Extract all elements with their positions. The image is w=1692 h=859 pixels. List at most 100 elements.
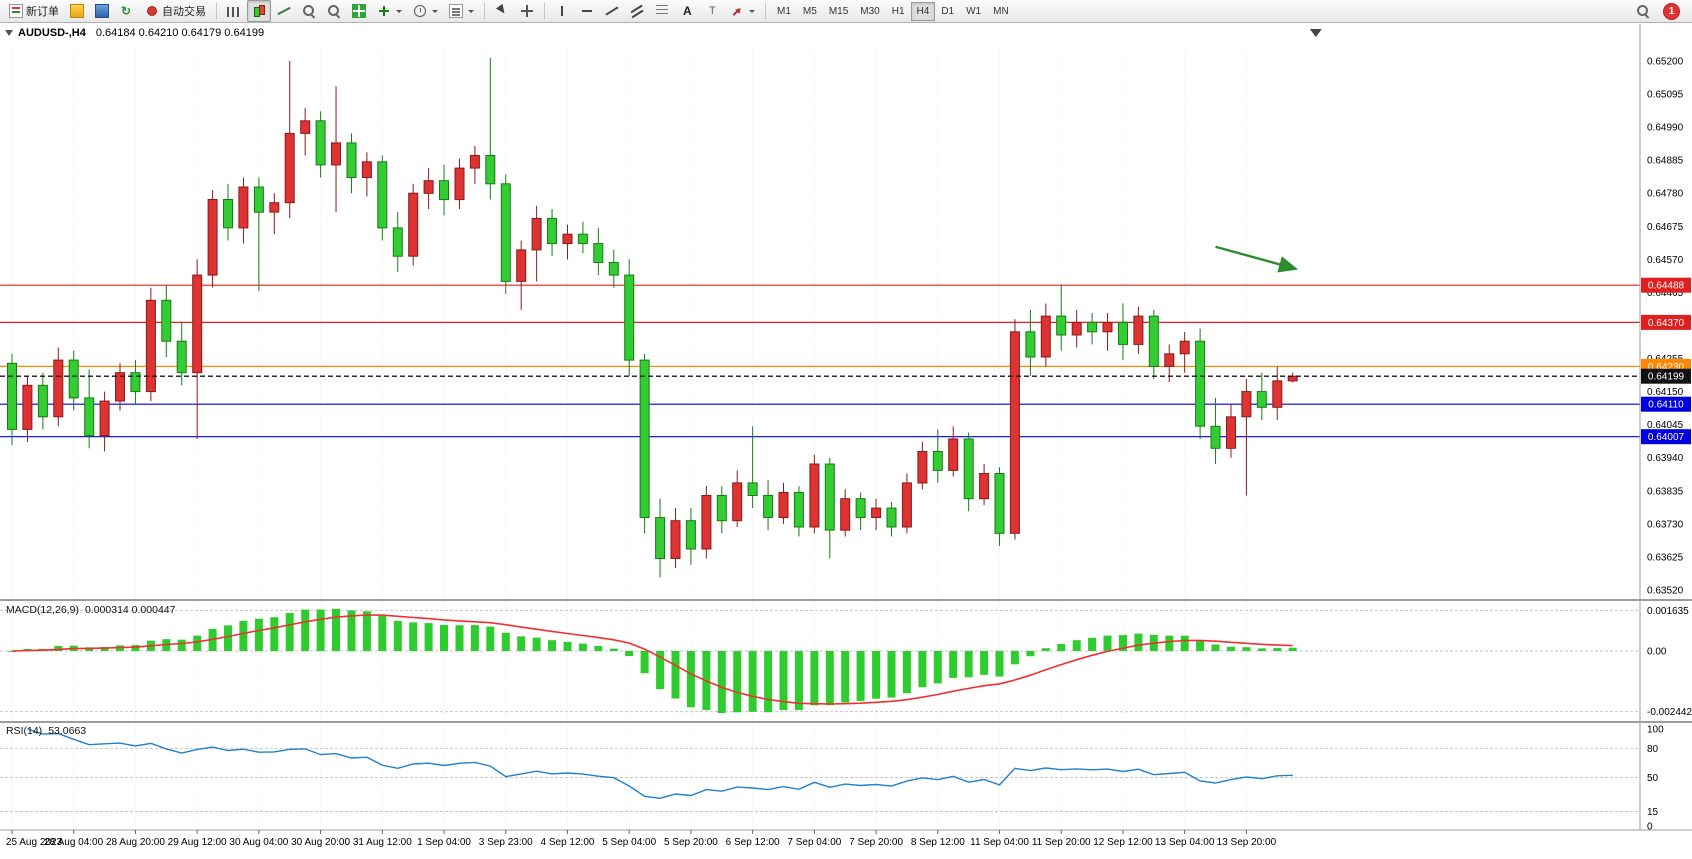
add-indicator-icon	[377, 4, 391, 18]
market-depth-icon	[70, 4, 84, 18]
chart-canvas[interactable]: 0.65200 0.65095 0.64990 0.64885 0.64780 0.646…	[0, 24, 1692, 854]
chart-bars-button[interactable]	[222, 0, 246, 22]
indicators-button[interactable]	[372, 0, 407, 22]
collapse-triangle-icon[interactable]	[5, 30, 13, 36]
svg-text:15: 15	[1647, 807, 1659, 818]
svg-text:0.65200: 0.65200	[1647, 57, 1684, 68]
ohlc-values: 0.64184 0.64210 0.64179 0.64199	[95, 27, 265, 39]
trend-arrow	[1215, 245, 1299, 273]
new-order-label: 新订单	[26, 6, 59, 18]
svg-text:13 Sep 20:00: 13 Sep 20:00	[1217, 837, 1277, 848]
channel-tool-button[interactable]	[625, 0, 649, 22]
timeframe-H4[interactable]: H4	[910, 1, 936, 21]
crosshair-button[interactable]	[515, 0, 539, 22]
fibonacci-tool-button[interactable]	[650, 0, 674, 22]
timeframe-D1[interactable]: D1	[941, 5, 955, 17]
text-tool-button[interactable]	[675, 0, 699, 22]
market-depth-button[interactable]	[65, 0, 89, 22]
dropdown-caret-icon	[468, 9, 474, 13]
new-order-icon	[9, 4, 23, 18]
toolbar-separator	[544, 3, 545, 19]
dropdown-caret-icon	[749, 9, 755, 13]
svg-text:0.64570: 0.64570	[1647, 255, 1684, 266]
arrows-tool-button[interactable]	[725, 0, 760, 22]
vertical-line-tool-button[interactable]	[550, 0, 574, 22]
data-window-icon	[95, 4, 109, 18]
zoom-in-icon	[302, 4, 316, 18]
dropdown-caret-icon	[396, 9, 402, 13]
svg-text:28 Aug 04:00: 28 Aug 04:00	[44, 837, 103, 848]
refresh-button[interactable]	[115, 0, 139, 22]
timeframe-MN[interactable]: MN	[993, 5, 1009, 17]
clock-icon	[413, 4, 427, 18]
price-chart-svg: 0.65200 0.65095 0.64990 0.64885 0.64780 0.646…	[0, 24, 1692, 854]
svg-text:30 Aug 20:00: 30 Aug 20:00	[291, 837, 350, 848]
svg-text:6 Sep 12:00: 6 Sep 12:00	[726, 837, 780, 848]
toolbar-separator	[216, 3, 217, 19]
zoom-in-button[interactable]	[297, 0, 321, 22]
crosshair-icon	[520, 4, 534, 18]
svg-text:0.65095: 0.65095	[1647, 90, 1684, 101]
new-order-button[interactable]: 新订单	[4, 0, 64, 22]
svg-text:0.64045: 0.64045	[1647, 420, 1684, 431]
svg-text:0.63940: 0.63940	[1647, 453, 1684, 464]
timeframe-M30[interactable]: M30	[860, 5, 880, 17]
data-window-button[interactable]	[90, 0, 114, 22]
macd-name: MACD(12,26,9)	[6, 604, 79, 616]
svg-text:0.64110: 0.64110	[1648, 400, 1684, 411]
label-tool-button[interactable]	[700, 0, 724, 22]
notifications-badge[interactable]: 1	[1663, 2, 1680, 20]
svg-text:3 Sep 23:00: 3 Sep 23:00	[479, 837, 533, 848]
svg-text:0.64370: 0.64370	[1648, 318, 1685, 329]
template-icon	[449, 4, 463, 18]
svg-text:0.63835: 0.63835	[1647, 486, 1684, 497]
svg-text:0.64007: 0.64007	[1648, 432, 1685, 443]
horizontal-line-tool-button[interactable]	[575, 0, 599, 22]
cursor-button[interactable]	[490, 0, 514, 22]
svg-text:1 Sep 04:00: 1 Sep 04:00	[417, 837, 471, 848]
svg-text:12 Sep 12:00: 12 Sep 12:00	[1093, 837, 1153, 848]
arrow-tool-icon	[730, 4, 744, 18]
trendline-tool-button[interactable]	[600, 0, 624, 22]
svg-text:0.64990: 0.64990	[1647, 123, 1684, 134]
tile-windows-button[interactable]	[347, 0, 371, 22]
auto-trading-label: 自动交易	[162, 6, 206, 18]
timeframe-H1[interactable]: H1	[891, 5, 905, 17]
fibonacci-icon	[656, 5, 668, 17]
search-icon	[1636, 4, 1650, 18]
svg-text:0.64675: 0.64675	[1647, 222, 1684, 233]
chart-line-button[interactable]	[272, 0, 296, 22]
svg-text:25 Aug 2023: 25 Aug 2023	[6, 837, 63, 848]
timeframe-M1[interactable]: M1	[777, 5, 791, 17]
svg-text:5 Sep 04:00: 5 Sep 04:00	[602, 837, 656, 848]
label-tool-icon	[705, 4, 719, 18]
timeframe-M15[interactable]: M15	[828, 5, 849, 17]
auto-trading-button[interactable]: 自动交易	[140, 0, 211, 22]
svg-text:5 Sep 20:00: 5 Sep 20:00	[664, 837, 718, 848]
macd-values: 0.000314 0.000447	[84, 604, 176, 616]
svg-text:50: 50	[1647, 773, 1659, 784]
periods-button[interactable]	[408, 0, 443, 22]
indicator-level-lines	[0, 609, 1640, 812]
channel-icon	[630, 4, 644, 18]
templates-button[interactable]	[444, 0, 479, 22]
vertical-gridlines	[11, 50, 1247, 830]
svg-text:0.001635: 0.001635	[1647, 606, 1689, 617]
trendline-icon	[605, 4, 619, 18]
vertical-line-icon	[555, 4, 569, 18]
chart-candles-button[interactable]	[247, 0, 271, 22]
timeframe-M5[interactable]: M5	[802, 5, 817, 17]
svg-text:30 Aug 04:00: 30 Aug 04:00	[229, 837, 288, 848]
svg-text:0.64780: 0.64780	[1647, 189, 1684, 200]
timeframe-W1[interactable]: W1	[966, 5, 982, 17]
rsi-label: RSI(14) 53.0663	[6, 725, 86, 737]
search-button[interactable]	[1631, 0, 1655, 22]
toolbar: 新订单 自动交易 M1 M5 M15 M30 H1 H4 D1 W1 MN 1	[0, 0, 1692, 23]
svg-text:0.63730: 0.63730	[1647, 519, 1684, 530]
candlestick-chart-icon	[252, 4, 266, 18]
svg-text:0.64488: 0.64488	[1648, 281, 1685, 292]
text-tool-icon	[680, 4, 694, 18]
zoom-out-button[interactable]	[322, 0, 346, 22]
